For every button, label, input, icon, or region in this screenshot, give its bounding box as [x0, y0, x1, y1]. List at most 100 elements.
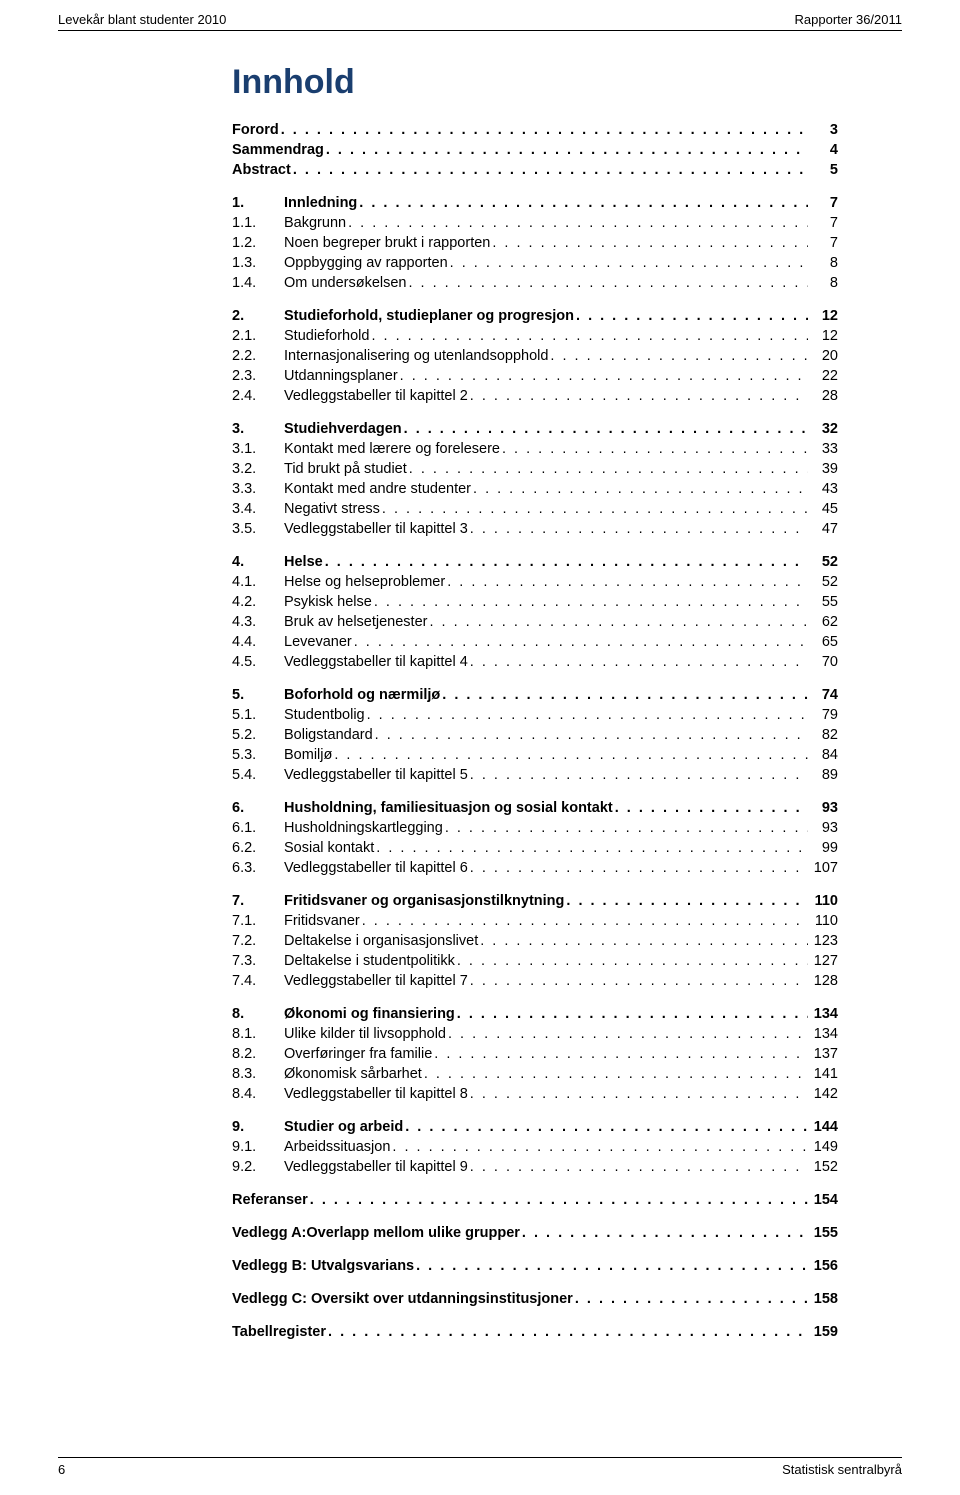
- toc-line: 9.2.Vedleggstabeller til kapittel 9. . .…: [232, 1157, 838, 1177]
- toc-leader-dots: . . . . . . . . . . . . . . . . . . . . …: [407, 273, 809, 293]
- toc-line: 1.2.Noen begreper brukt i rapporten. . .…: [232, 233, 838, 253]
- toc-label: Studentbolig: [284, 705, 365, 725]
- toc-leader-dots: . . . . . . . . . . . . . . . . . . . . …: [443, 818, 808, 838]
- toc-label: Innledning: [284, 193, 357, 213]
- toc-label: Vedleggstabeller til kapittel 3: [284, 519, 468, 539]
- toc-leader-dots: . . . . . . . . . . . . . . . . . . . . …: [455, 1004, 808, 1024]
- toc-label: Oppbygging av rapporten: [284, 253, 448, 273]
- toc-number: 1.: [232, 193, 284, 213]
- toc-page-number: 33: [808, 439, 838, 459]
- toc-page-number: 43: [808, 479, 838, 499]
- toc-page-number: 20: [808, 346, 838, 366]
- toc-page-number: 134: [808, 1004, 838, 1024]
- toc-leader-dots: . . . . . . . . . . . . . . . . . . . . …: [468, 519, 808, 539]
- toc-leader-dots: . . . . . . . . . . . . . . . . . . . . …: [468, 1157, 808, 1177]
- toc-line: 7.1.Fritidsvaner. . . . . . . . . . . . …: [232, 911, 838, 931]
- toc-page-number: 154: [808, 1190, 838, 1210]
- page-footer: 6 Statistisk sentralbyrå: [0, 1457, 960, 1477]
- toc-leader-dots: . . . . . . . . . . . . . . . . . . . . …: [445, 572, 808, 592]
- toc-leader-dots: . . . . . . . . . . . . . . . . . . . . …: [427, 612, 808, 632]
- toc-number: 7.3.: [232, 951, 284, 971]
- toc-page-number: 158: [808, 1289, 838, 1309]
- toc-group: 6.Husholdning, familiesituasjon og sosia…: [232, 798, 838, 878]
- toc-line: 4.5.Vedleggstabeller til kapittel 4. . .…: [232, 652, 838, 672]
- toc-number: 3.5.: [232, 519, 284, 539]
- toc-number: 5.2.: [232, 725, 284, 745]
- toc-label: Noen begreper brukt i rapporten: [284, 233, 490, 253]
- toc-line: 6.1.Husholdningskartlegging. . . . . . .…: [232, 818, 838, 838]
- toc-page-number: 123: [808, 931, 838, 951]
- toc-line: 1.1.Bakgrunn. . . . . . . . . . . . . . …: [232, 213, 838, 233]
- toc-leader-dots: . . . . . . . . . . . . . . . . . . . . …: [468, 765, 808, 785]
- toc-leader-dots: . . . . . . . . . . . . . . . . . . . . …: [573, 1289, 808, 1309]
- toc-line: 4.1.Helse og helseproblemer. . . . . . .…: [232, 572, 838, 592]
- toc-number: 4.5.: [232, 652, 284, 672]
- toc-number: 1.1.: [232, 213, 284, 233]
- toc-line: 3.4.Negativt stress. . . . . . . . . . .…: [232, 499, 838, 519]
- footer-page-number: 6: [58, 1462, 65, 1477]
- toc-number: 9.1.: [232, 1137, 284, 1157]
- toc-number: 7.4.: [232, 971, 284, 991]
- toc-page-number: 141: [808, 1064, 838, 1084]
- toc-line: Vedlegg A:Overlapp mellom ulike grupper.…: [232, 1223, 838, 1243]
- toc-number: 2.1.: [232, 326, 284, 346]
- toc-page-number: 52: [808, 552, 838, 572]
- toc-line: 6.2.Sosial kontakt. . . . . . . . . . . …: [232, 838, 838, 858]
- toc-page-number: 159: [808, 1322, 838, 1342]
- toc-label: Forord: [232, 120, 279, 140]
- toc-leader-dots: . . . . . . . . . . . . . . . . . . . . …: [372, 592, 808, 612]
- toc-label: Vedlegg B: Utvalgsvarians: [232, 1256, 414, 1276]
- toc-group: Tabellregister. . . . . . . . . . . . . …: [232, 1322, 838, 1342]
- toc-number: 2.3.: [232, 366, 284, 386]
- toc-number: 2.2.: [232, 346, 284, 366]
- toc-number: 7.: [232, 891, 284, 911]
- toc-number: 3.1.: [232, 439, 284, 459]
- toc-label: Vedleggstabeller til kapittel 6: [284, 858, 468, 878]
- toc-number: 5.: [232, 685, 284, 705]
- toc-page-number: 137: [808, 1044, 838, 1064]
- toc-page-number: 93: [808, 818, 838, 838]
- page-header: Levekår blant studenter 2010 Rapporter 3…: [0, 0, 960, 30]
- toc-leader-dots: . . . . . . . . . . . . . . . . . . . . …: [324, 140, 808, 160]
- toc-number: 4.4.: [232, 632, 284, 652]
- toc-number: 4.1.: [232, 572, 284, 592]
- toc-label: Kontakt med lærere og forelesere: [284, 439, 500, 459]
- toc-label: Økonomisk sårbarhet: [284, 1064, 422, 1084]
- toc-leader-dots: . . . . . . . . . . . . . . . . . . . . …: [520, 1223, 808, 1243]
- toc-line: 7.2.Deltakelse i organisasjonslivet. . .…: [232, 931, 838, 951]
- toc-line: 4.4.Levevaner. . . . . . . . . . . . . .…: [232, 632, 838, 652]
- toc-line: 1.3.Oppbygging av rapporten. . . . . . .…: [232, 253, 838, 273]
- toc-number: 8.1.: [232, 1024, 284, 1044]
- toc-page-number: 7: [808, 213, 838, 233]
- toc-line: Referanser. . . . . . . . . . . . . . . …: [232, 1190, 838, 1210]
- footer-publisher: Statistisk sentralbyrå: [782, 1462, 902, 1477]
- toc-leader-dots: . . . . . . . . . . . . . . . . . . . . …: [440, 685, 808, 705]
- toc-group: 7.Fritidsvaner og organisasjonstilknytni…: [232, 891, 838, 991]
- toc-number: 5.1.: [232, 705, 284, 725]
- toc-label: Husholdning, familiesituasjon og sosial …: [284, 798, 613, 818]
- toc-number: 2.: [232, 306, 284, 326]
- toc-page-number: 84: [808, 745, 838, 765]
- toc-page-number: 7: [808, 193, 838, 213]
- toc-label: Husholdningskartlegging: [284, 818, 443, 838]
- toc-page-number: 107: [808, 858, 838, 878]
- toc-group: 9.Studier og arbeid. . . . . . . . . . .…: [232, 1117, 838, 1177]
- toc-label: Vedleggstabeller til kapittel 5: [284, 765, 468, 785]
- toc-page-number: 45: [808, 499, 838, 519]
- toc-number: 4.2.: [232, 592, 284, 612]
- toc-group: 5.Boforhold og nærmiljø. . . . . . . . .…: [232, 685, 838, 785]
- toc-label: Overføringer fra familie: [284, 1044, 432, 1064]
- toc-number: 1.3.: [232, 253, 284, 273]
- toc-line: 2.4.Vedleggstabeller til kapittel 2. . .…: [232, 386, 838, 406]
- toc-label: Deltakelse i organisasjonslivet: [284, 931, 478, 951]
- toc-group: 8.Økonomi og finansiering. . . . . . . .…: [232, 1004, 838, 1104]
- toc-number: 3.4.: [232, 499, 284, 519]
- toc-leader-dots: . . . . . . . . . . . . . . . . . . . . …: [468, 386, 808, 406]
- toc-line: 3.Studiehverdagen. . . . . . . . . . . .…: [232, 419, 838, 439]
- toc-label: Bomiljø: [284, 745, 332, 765]
- toc-label: Deltakelse i studentpolitikk: [284, 951, 455, 971]
- toc-number: 5.3.: [232, 745, 284, 765]
- toc-label: Referanser: [232, 1190, 308, 1210]
- page-title: Innhold: [232, 63, 838, 102]
- toc-number: 6.3.: [232, 858, 284, 878]
